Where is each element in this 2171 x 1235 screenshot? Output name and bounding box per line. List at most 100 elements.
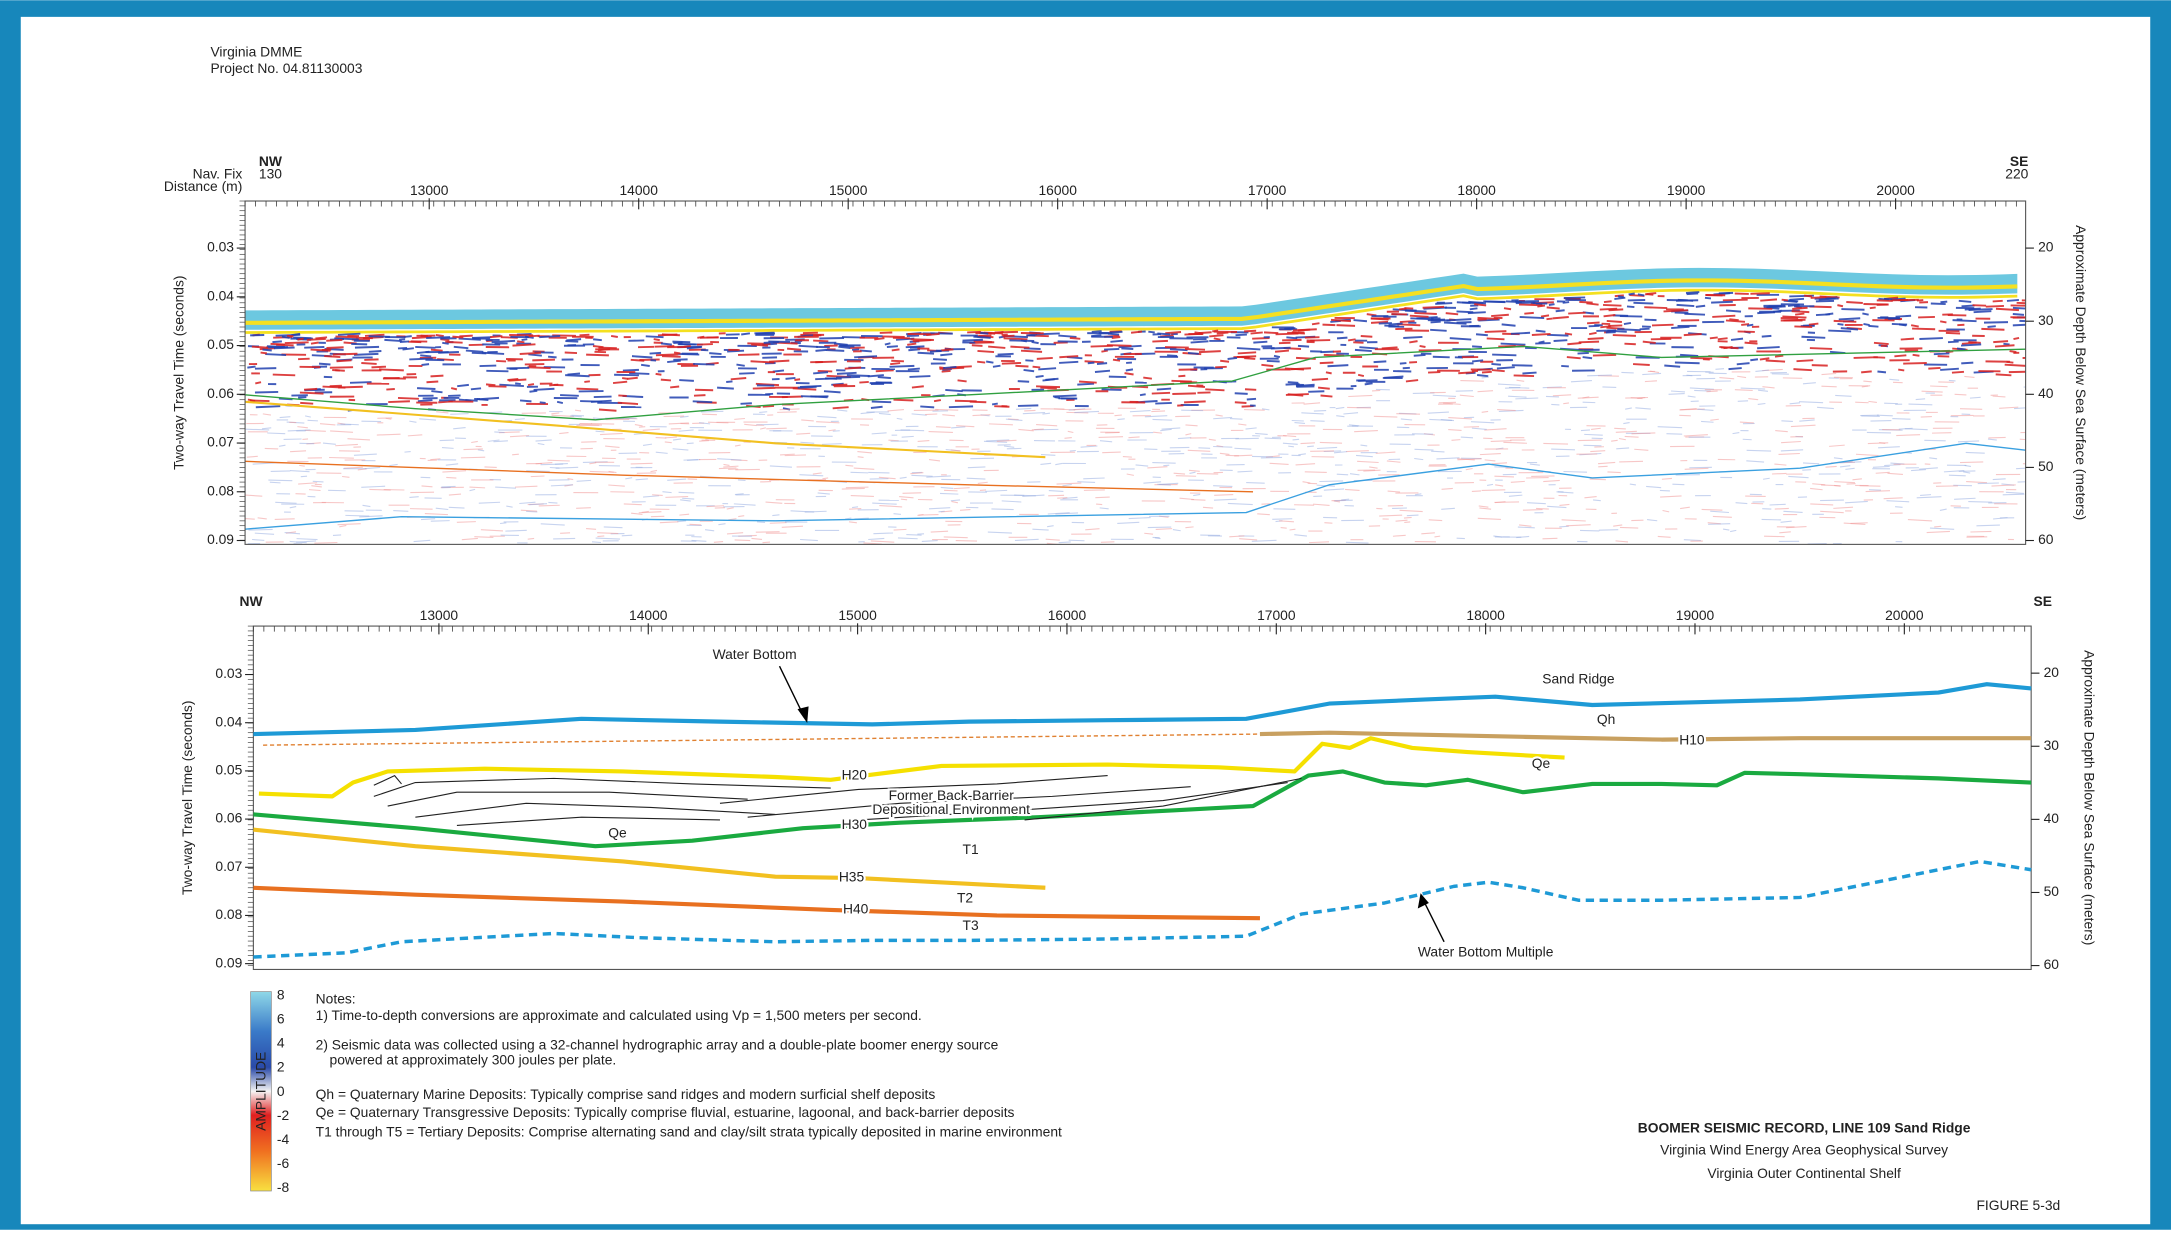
- reflector: [898, 538, 918, 539]
- reflector: [1928, 368, 1940, 369]
- reflector: [1775, 356, 1783, 357]
- reflector: [852, 349, 859, 350]
- reflector: [1948, 342, 1959, 343]
- reflector: [759, 412, 767, 413]
- reflector: [329, 458, 354, 459]
- reflector: [751, 361, 775, 362]
- reflector: [934, 400, 941, 401]
- reflector: [532, 360, 555, 361]
- reflector: [1374, 361, 1387, 362]
- reflector: [345, 515, 369, 516]
- reflector: [1970, 531, 1991, 532]
- reflector: [1543, 443, 1568, 444]
- reflector: [451, 388, 457, 389]
- reflector: [272, 341, 281, 342]
- reflector: [1549, 304, 1555, 305]
- reflector: [665, 497, 688, 498]
- reflector: [1593, 500, 1601, 501]
- reflector: [431, 350, 443, 351]
- reflector: [529, 336, 540, 337]
- reflector: [1629, 293, 1635, 294]
- depth-tick-label: 60: [2038, 531, 2054, 547]
- scale-tick-label: 8: [277, 986, 285, 1002]
- reflector: [858, 457, 864, 458]
- reflector: [780, 454, 795, 455]
- reflector: [1102, 452, 1121, 453]
- reflector: [1726, 310, 1741, 311]
- reflector: [255, 382, 261, 383]
- reflector: [449, 507, 465, 508]
- reflector: [967, 332, 981, 333]
- time-tick-label: 0.06: [207, 385, 234, 401]
- reflector: [798, 387, 817, 388]
- reflector: [623, 370, 639, 371]
- reflector: [709, 353, 721, 354]
- reflector: [1981, 329, 2004, 330]
- reflector: [2007, 300, 2019, 301]
- reflector: [1911, 325, 1919, 326]
- reflector: [1775, 508, 1789, 509]
- reflector: [1676, 300, 1698, 301]
- depth-tick-label: 50: [2044, 883, 2060, 899]
- unit-label: H10: [1679, 732, 1705, 748]
- reflector: [1782, 300, 1788, 301]
- reflector: [667, 361, 681, 362]
- reflector: [1024, 370, 1035, 371]
- reflector: [1912, 329, 1935, 330]
- reflector: [1620, 316, 1642, 317]
- reflector: [1644, 307, 1667, 308]
- reflector: [868, 375, 884, 376]
- reflector: [906, 535, 921, 536]
- reflector: [1895, 507, 1902, 508]
- reflector: [719, 468, 737, 469]
- reflector: [1747, 325, 1753, 326]
- reflector: [1121, 348, 1133, 349]
- reflector: [1053, 395, 1077, 396]
- reflector: [1102, 389, 1122, 390]
- reflector: [599, 410, 616, 411]
- reflector: [925, 414, 937, 415]
- reflector: [1406, 380, 1418, 381]
- reflector: [726, 381, 732, 382]
- reflector: [1198, 448, 1210, 449]
- reflector: [1272, 519, 1292, 520]
- reflector: [1554, 340, 1568, 341]
- reflector: [1973, 305, 1987, 306]
- reflector: [507, 368, 530, 369]
- reflector: [1070, 450, 1076, 451]
- reflector: [1251, 332, 1263, 333]
- reflector: [738, 354, 759, 355]
- reflector: [891, 361, 904, 362]
- reflector: [1868, 443, 1888, 444]
- reflector: [1059, 362, 1078, 363]
- reflector: [596, 431, 605, 432]
- reflector: [1069, 540, 1085, 541]
- reflector: [1079, 381, 1097, 382]
- reflector: [442, 343, 448, 344]
- reflector: [270, 482, 281, 483]
- reflector: [471, 388, 481, 389]
- reflector: [1058, 336, 1076, 337]
- reflector: [287, 336, 294, 337]
- reflector: [1320, 352, 1334, 353]
- reflector: [1679, 415, 1691, 416]
- reflector: [1607, 472, 1620, 473]
- reflector: [793, 388, 817, 389]
- reflector: [369, 336, 390, 337]
- reflector: [1312, 323, 1319, 324]
- reflector: [639, 427, 645, 428]
- reflector: [584, 381, 590, 382]
- reflector: [1988, 437, 2005, 438]
- reflector: [323, 387, 346, 388]
- reflector: [1968, 502, 1992, 503]
- reflector: [534, 389, 555, 390]
- reflector: [271, 471, 291, 472]
- distance-tick-label: 14000: [629, 607, 668, 623]
- reflector: [627, 378, 638, 379]
- reflector: [1157, 333, 1170, 334]
- reflector: [1966, 452, 1985, 453]
- reflector: [1607, 321, 1622, 322]
- reflector: [1347, 407, 1371, 408]
- reflector: [870, 479, 889, 480]
- reflector: [885, 343, 891, 344]
